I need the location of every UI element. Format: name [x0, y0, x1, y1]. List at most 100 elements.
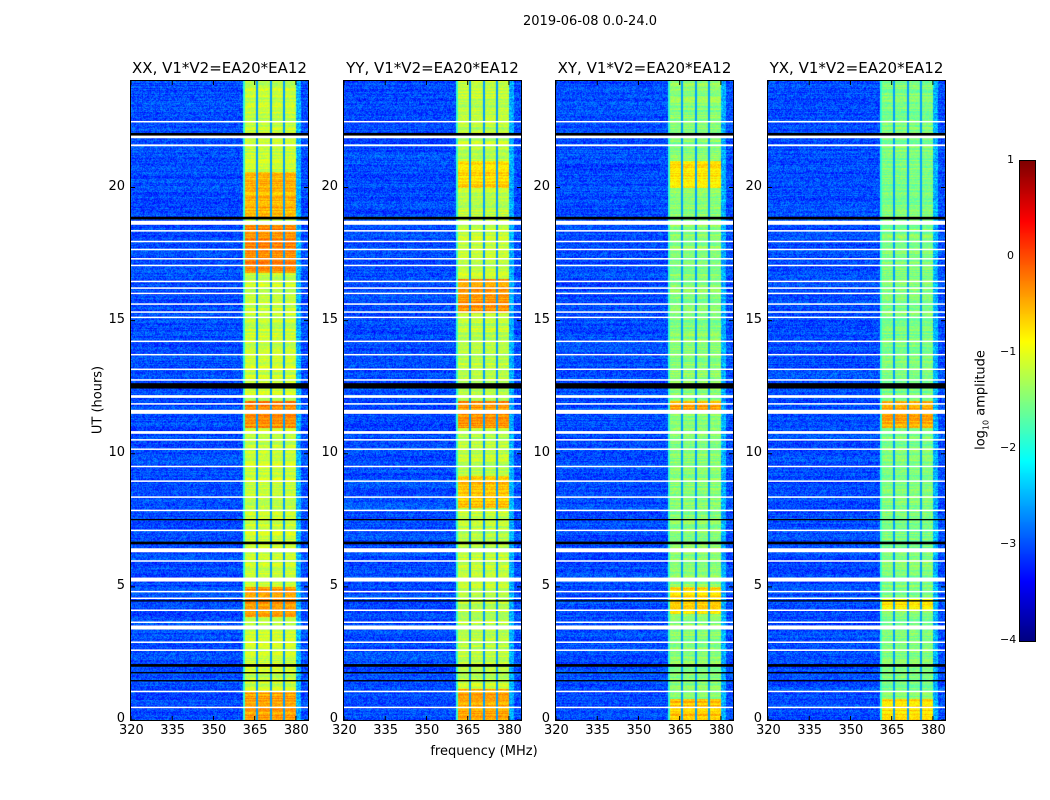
- flagged-row: [556, 690, 733, 693]
- flagged-row: [131, 134, 308, 139]
- flagged-row: [556, 590, 733, 593]
- flagged-row: [131, 379, 308, 381]
- blank-row: [768, 680, 945, 682]
- flagged-row: [768, 621, 945, 623]
- flagged-row: [344, 448, 521, 450]
- blank-row: [768, 216, 945, 220]
- x-tick-label: 380: [496, 723, 522, 738]
- flagged-row: [556, 641, 733, 643]
- blank-row: [131, 664, 308, 667]
- flagged-row: [556, 529, 733, 532]
- blank-row: [768, 672, 945, 674]
- colorbar: [1019, 160, 1036, 642]
- blank-row: [556, 518, 733, 521]
- flagged-row: [344, 529, 521, 532]
- flagged-row: [131, 220, 308, 225]
- flagged-row: [131, 529, 308, 532]
- flagged-row: [131, 248, 308, 251]
- x-tick-label: 365: [667, 723, 693, 738]
- flagged-row: [768, 480, 945, 482]
- flagged-row: [768, 560, 945, 562]
- y-tick-label: 15: [533, 311, 550, 327]
- blank-row: [556, 216, 733, 220]
- flagged-row: [556, 248, 733, 251]
- flagged-row: [556, 439, 733, 441]
- flagged-row: [344, 409, 521, 414]
- x-tick-label: 350: [201, 723, 227, 738]
- blank-row: [768, 664, 945, 667]
- blank-row: [556, 383, 733, 389]
- flagged-row: [556, 353, 733, 356]
- flagged-row: [131, 690, 308, 693]
- flagged-row: [131, 641, 308, 643]
- x-tick-label: 350: [414, 723, 440, 738]
- flagged-row: [768, 548, 945, 553]
- flagged-row: [344, 590, 521, 593]
- flagged-row: [131, 431, 308, 434]
- y-tick-label: 15: [321, 311, 338, 327]
- flagged-row: [556, 649, 733, 651]
- colorbar-tick-label: −2: [1000, 441, 1017, 454]
- flagged-row: [344, 480, 521, 482]
- blank-row: [556, 680, 733, 682]
- flagged-row: [344, 431, 521, 434]
- x-tick-label: 335: [585, 723, 611, 738]
- colorbar-tick-label: 1: [1007, 153, 1014, 166]
- flagged-row: [131, 560, 308, 562]
- flagged-row: [556, 303, 733, 305]
- flagged-row: [344, 690, 521, 693]
- flagged-row: [768, 280, 945, 283]
- panel-overlay: [768, 81, 945, 720]
- x-tick-label: 320: [756, 723, 781, 738]
- y-tick-label: 15: [745, 311, 762, 327]
- flagged-row: [556, 448, 733, 450]
- flagged-row: [131, 287, 308, 289]
- y-tick-label: 10: [745, 444, 762, 460]
- x-tick-label: 365: [242, 723, 268, 738]
- flagged-row: [768, 134, 945, 139]
- flagged-row: [556, 134, 733, 139]
- blank-row: [344, 541, 521, 545]
- y-tick-label: 0: [753, 711, 762, 726]
- flagged-row: [768, 220, 945, 225]
- heatmap-panel-yx: [767, 80, 946, 721]
- flagged-row: [556, 480, 733, 482]
- flagged-row: [768, 431, 945, 434]
- flagged-row: [556, 316, 733, 319]
- flagged-row: [556, 465, 733, 468]
- flagged-row: [131, 353, 308, 356]
- heatmap-cells: [344, 81, 521, 720]
- x-tick-label: 335: [160, 723, 186, 738]
- flagged-row: [768, 248, 945, 251]
- flagged-row: [556, 144, 733, 147]
- flagged-row: [768, 597, 945, 600]
- flagged-row: [556, 509, 733, 512]
- flagged-row: [344, 316, 521, 319]
- flagged-row: [556, 340, 733, 343]
- flagged-row: [344, 220, 521, 225]
- flagged-row: [131, 465, 308, 468]
- blank-row: [344, 664, 521, 667]
- blank-row: [768, 518, 945, 521]
- flagged-row: [768, 353, 945, 356]
- y-tick-label: 0: [541, 711, 550, 726]
- flagged-row: [556, 240, 733, 243]
- flagged-row: [344, 264, 521, 267]
- panel-title: YY, V1*V2=EA20*EA12: [346, 59, 519, 77]
- heatmap-panel-yy: [343, 80, 522, 721]
- flagged-row: [768, 448, 945, 450]
- flagged-row: [556, 258, 733, 260]
- flagged-row: [344, 340, 521, 343]
- flagged-row: [768, 625, 945, 630]
- flagged-row: [556, 287, 733, 289]
- colorbar-tick-label: −3: [1000, 537, 1017, 550]
- y-tick-label: 5: [116, 577, 125, 593]
- colorbar-label-rest: amplitude: [973, 350, 989, 420]
- flagged-row: [768, 690, 945, 693]
- flagged-row: [768, 311, 945, 313]
- flagged-row: [131, 240, 308, 243]
- panel-overlay: [344, 81, 521, 720]
- flagged-row: [344, 353, 521, 356]
- x-tick-label: 320: [544, 723, 569, 738]
- flagged-row: [131, 230, 308, 232]
